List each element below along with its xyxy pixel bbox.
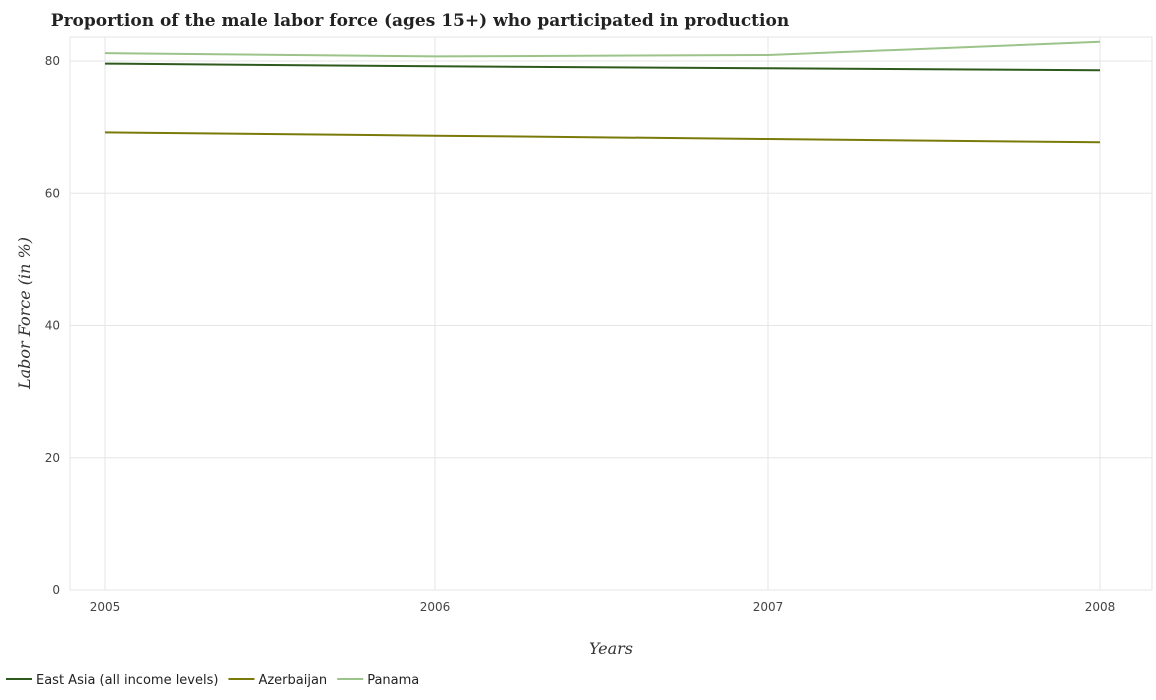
series-line-azerbaijan (104, 131, 1101, 144)
x-tick-label: 2006 (420, 600, 451, 614)
legend-label: Azerbaijan (258, 673, 327, 688)
y-tick-label: 20 (45, 451, 60, 465)
x-axis-label: Years (589, 639, 633, 658)
series-line-east-asia-all-income-levels (104, 62, 1101, 72)
legend-label: Panama (367, 673, 419, 688)
gridlines (70, 37, 1152, 591)
series-lines (104, 40, 1101, 144)
x-tick-label: 2008 (1085, 600, 1116, 614)
y-axis-label: Labor Force (in %) (15, 237, 34, 390)
series-line-panama (104, 40, 1101, 58)
plot-frame (69, 36, 1153, 591)
y-tick-label: 40 (45, 319, 60, 333)
y-axis-ticks: 0 20 40 60 80 (45, 54, 60, 597)
x-tick-label: 2007 (753, 600, 784, 614)
x-axis-ticks: 2005 2006 2007 2008 (90, 600, 1116, 614)
legend: East Asia (all income levels) Azerbaijan P… (6, 673, 419, 688)
y-tick-label: 80 (45, 54, 60, 68)
y-tick-label: 0 (52, 583, 60, 597)
y-tick-label: 60 (45, 186, 60, 200)
legend-label: East Asia (all income levels) (36, 673, 218, 688)
x-tick-label: 2005 (90, 600, 121, 614)
chart-title: Proportion of the male labor force (ages… (51, 11, 789, 31)
